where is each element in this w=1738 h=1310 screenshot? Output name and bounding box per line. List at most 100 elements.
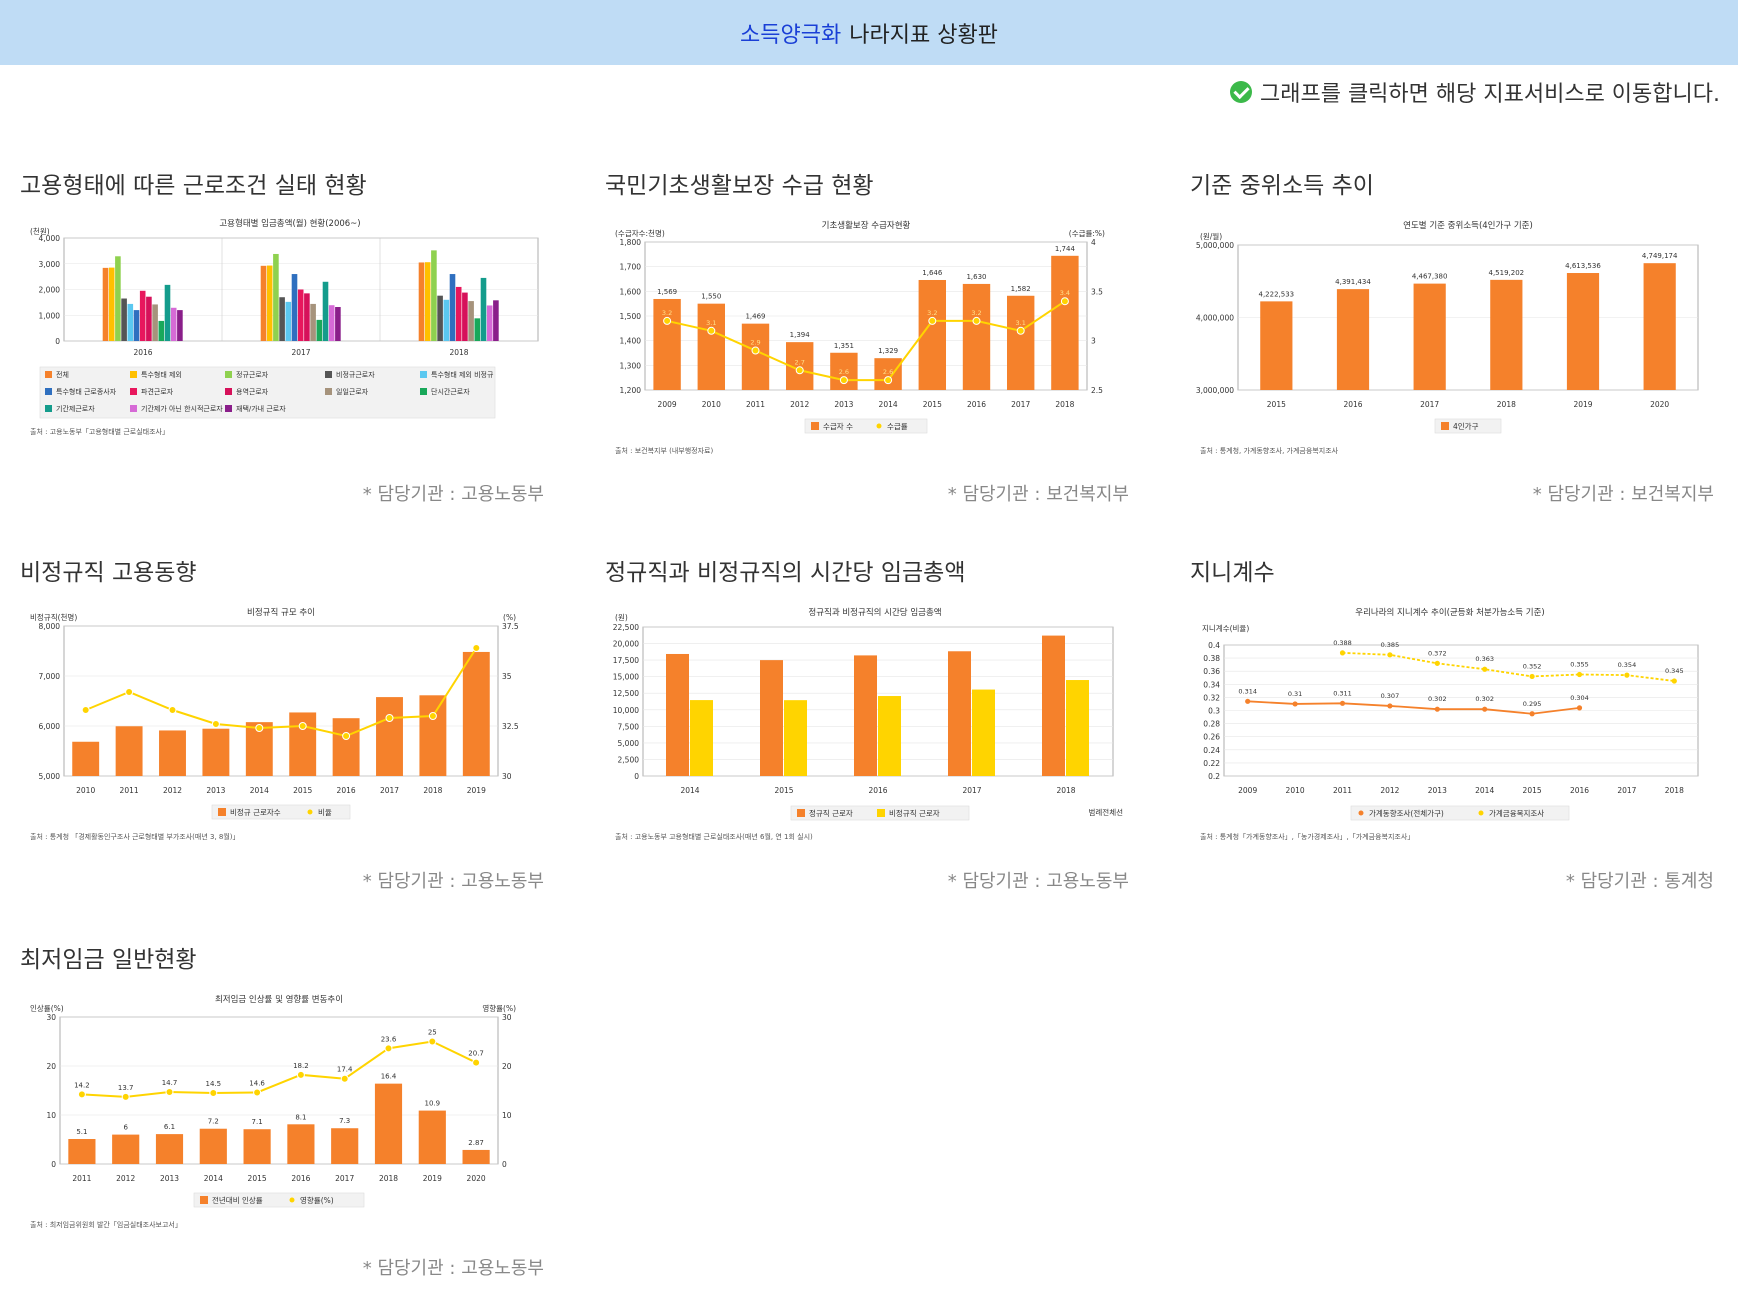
legend-label: 비정규직 근로자 bbox=[889, 808, 940, 818]
legend-label: 수급률 bbox=[887, 422, 908, 431]
rate-value-label: 13.7 bbox=[118, 1084, 134, 1092]
x-tick-label: 2016 bbox=[337, 786, 356, 795]
chart-nonregular-trend[interactable]: 비정규직 규모 추이 비정규직(천명) (%) 8,000 7,000 6,000 5,00… bbox=[20, 597, 540, 869]
x-tick-label: 2017 bbox=[1617, 786, 1636, 795]
y-tick-label: 7,500 bbox=[618, 722, 640, 731]
y-axis-label: 비정규직(천명) bbox=[30, 612, 77, 622]
legend-swatch bbox=[200, 1196, 208, 1204]
series-point bbox=[1482, 706, 1488, 712]
rate-value-label: 2.6 bbox=[839, 368, 849, 376]
x-tick-label: 2017 bbox=[380, 786, 399, 795]
rate-point bbox=[1060, 297, 1069, 306]
series-point bbox=[1576, 705, 1583, 711]
bar bbox=[462, 1149, 490, 1164]
rate-point bbox=[168, 706, 177, 714]
legend-label: 정규직 근로자 bbox=[809, 808, 853, 818]
y-tick-label: 0.22 bbox=[1203, 759, 1220, 768]
rate-point bbox=[209, 1088, 218, 1097]
bar bbox=[177, 310, 183, 341]
y-tick-label: 0.3 bbox=[1208, 707, 1220, 716]
y2-tick-label: 2.5 bbox=[1091, 386, 1103, 395]
rate-point bbox=[884, 376, 893, 385]
bar bbox=[331, 1128, 359, 1164]
y2-tick-label: 35 bbox=[502, 672, 512, 681]
series-point bbox=[1292, 701, 1298, 707]
legend-label: 용역근로자 bbox=[236, 387, 269, 396]
y2-axis-label: (수급률:%) bbox=[1069, 229, 1105, 238]
x-tick-label: 2009 bbox=[658, 400, 677, 409]
x-tick-label: 2016 bbox=[133, 348, 152, 357]
bar-value-label: 1,329 bbox=[878, 347, 898, 355]
bar bbox=[918, 279, 947, 390]
legend-box bbox=[39, 366, 496, 419]
chart-livelihood-recipients[interactable]: 기초생활보장 수급자현황 (수급자수:천명) (수급률:%) 1,800 1,700 1,… bbox=[605, 210, 1125, 482]
bar bbox=[199, 1128, 227, 1164]
legend-label: 영향률(%) bbox=[300, 1195, 334, 1205]
panel-basic-livelihood: 국민기초생활보장 수급 현황 기초생활보장 수급자현황 (수급자수:천명) (수급률… bbox=[605, 166, 1165, 536]
bar-value-label: 1,351 bbox=[834, 342, 854, 350]
chart-hourly-wage[interactable]: 정규직과 비정규직의 시간당 임금총액 (원) 22,500 20,000 17,500… bbox=[605, 597, 1125, 869]
x-tick-label: 2019 bbox=[423, 1174, 442, 1183]
agency-label: * 담당기관 : 고용노동부 bbox=[362, 871, 544, 892]
legend-label: 4인가구 bbox=[1453, 421, 1479, 431]
chart-employment-wages[interactable]: 고용형태별 임금총액(월) 현황(2006~) (천원) 4,000 3,000 2,0… bbox=[20, 210, 540, 482]
legend-label: 전년대비 인상률 bbox=[212, 1195, 263, 1205]
y2-tick-label: 37.5 bbox=[502, 622, 519, 631]
rate-value-label: 18.2 bbox=[293, 1062, 309, 1070]
bar bbox=[273, 253, 279, 341]
legend-swatch bbox=[420, 388, 427, 395]
legend-swatch bbox=[45, 388, 52, 395]
bar bbox=[243, 1129, 271, 1164]
point-value-label: 0.311 bbox=[1333, 689, 1352, 697]
bar bbox=[127, 303, 134, 341]
y2-tick-label: 3 bbox=[1091, 337, 1096, 346]
point-value-label: 0.355 bbox=[1570, 660, 1589, 668]
rate-point bbox=[707, 326, 716, 335]
y-axis-label: (수급자수:천명) bbox=[615, 228, 665, 238]
panel-title: 최저임금 일반현황 bbox=[20, 947, 197, 973]
x-tick-label: 2010 bbox=[76, 786, 95, 795]
bar bbox=[146, 296, 152, 341]
panel-title: 비정규직 고용동향 bbox=[20, 560, 197, 586]
chart-median-income[interactable]: 연도별 기준 중위소득(4인가구 기준) (원/월) 5,000,000 4,000,… bbox=[1190, 210, 1710, 482]
legend-swatch bbox=[130, 405, 137, 412]
bar-value-label: 4,467,380 bbox=[1412, 273, 1448, 281]
y-tick-label: 15,000 bbox=[613, 673, 639, 682]
chart-minimum-wage[interactable]: 최저임금 인상률 및 영향률 변동추이 인상률(%) 영향률(%) 30 20 10 0 30… bbox=[20, 984, 540, 1256]
bar bbox=[1006, 295, 1035, 390]
chart-title: 비정규직 규모 추이 bbox=[247, 607, 315, 618]
rate-point bbox=[839, 376, 848, 385]
x-tick-label: 2018 bbox=[1055, 400, 1074, 409]
bar bbox=[1051, 255, 1079, 390]
bar bbox=[760, 660, 783, 776]
y-tick-label: 1,700 bbox=[620, 263, 642, 272]
y-tick-label: 1,500 bbox=[620, 312, 642, 321]
legend-swatch bbox=[1358, 810, 1364, 816]
bar-value-label: 1,646 bbox=[922, 269, 943, 277]
series-point bbox=[1387, 703, 1393, 709]
y-tick-label: 1,400 bbox=[620, 337, 642, 346]
legend-swatch bbox=[225, 388, 232, 395]
panel-minimum-wage: 최저임금 일반현황 최저임금 인상률 및 영향률 변동추이 인상률(%) 영향률(%… bbox=[20, 940, 580, 1310]
chart-gini[interactable]: 우리나라의 지니계수 추이(균등화 처분가능소득 기준) 지니계수(비율) 0.4 0… bbox=[1190, 597, 1710, 869]
bar bbox=[332, 718, 360, 776]
legend-box bbox=[1434, 418, 1502, 434]
point-value-label: 0.314 bbox=[1238, 687, 1257, 695]
legend-label: 비정규근로자 bbox=[336, 370, 375, 379]
series-point bbox=[1339, 650, 1346, 656]
bar bbox=[159, 730, 186, 776]
page-header: 소득양극화 나라지표 상황판 bbox=[0, 0, 1738, 65]
y-tick-label: 2,000 bbox=[39, 286, 61, 295]
rate-point bbox=[663, 316, 672, 325]
y2-tick-label: 3.5 bbox=[1091, 287, 1103, 296]
bar bbox=[68, 1139, 96, 1164]
series-point bbox=[1245, 698, 1251, 704]
rate-value-label: 3.1 bbox=[1016, 319, 1026, 327]
y-tick-label: 2,500 bbox=[618, 755, 640, 764]
bar bbox=[419, 695, 447, 776]
rate-point bbox=[472, 644, 481, 652]
bar bbox=[962, 283, 991, 390]
legend-box bbox=[193, 1192, 365, 1208]
bar bbox=[316, 319, 323, 341]
x-tick-label: 2011 bbox=[72, 1174, 91, 1183]
